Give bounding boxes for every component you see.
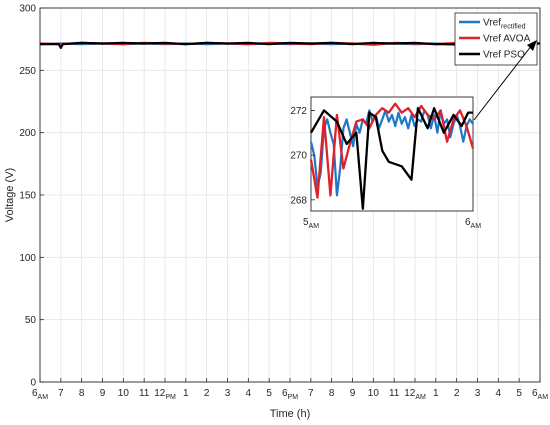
inset-series-line-2: [310, 107, 473, 210]
x-tick-label-main: 1: [433, 388, 439, 399]
inset-series-line-0: [309, 109, 474, 197]
x-tick-label: 7: [58, 388, 64, 399]
inset-x-tick-label: 6AM: [465, 217, 481, 230]
x-tick-label: 7: [308, 388, 314, 399]
zoom-arrow-line: [473, 44, 533, 121]
x-tick-label: 9: [100, 388, 106, 399]
x-tick-label-main: 5: [266, 388, 272, 399]
x-tick-label: 9: [350, 388, 356, 399]
x-tick-label-sub: PM: [165, 394, 176, 401]
x-tick-label: 1: [433, 388, 439, 399]
x-tick-label-main: 10: [368, 388, 380, 399]
x-tick-label: 2: [204, 388, 210, 399]
x-tick-label-main: 12: [404, 388, 416, 399]
x-tick-label-main: 1: [183, 388, 189, 399]
x-tick-label-main: 6: [532, 388, 538, 399]
y-tick-label: 200: [19, 128, 36, 139]
legend-label-sub: rectified: [501, 24, 526, 31]
x-tick-label: 8: [79, 388, 85, 399]
inset-x-tick-label-sub: AM: [309, 223, 320, 230]
x-tick-label: 3: [475, 388, 481, 399]
x-tick-label-main: 9: [350, 388, 356, 399]
x-tick-label: 6AM: [32, 388, 48, 401]
y-axis-label: Voltage (V): [4, 168, 16, 222]
legend-items: Vrefrectified Vref AVOA Vref PSO: [459, 18, 531, 61]
y-tick-label: 0: [30, 378, 36, 389]
x-tick-label: 3: [225, 388, 231, 399]
x-tick-label-sub: AM: [538, 394, 549, 401]
legend-label-main: Vref PSO: [483, 50, 525, 61]
x-tick-label: 4: [246, 388, 252, 399]
x-tick-label-main: 5: [516, 388, 522, 399]
x-tick-label-main: 4: [496, 388, 502, 399]
x-tick-label-main: 4: [246, 388, 252, 399]
x-tick-label-main: 6: [282, 388, 288, 399]
legend: Vrefrectified Vref AVOA Vref PSO: [454, 12, 538, 66]
main-x-ticks: 6AM 7 8 9 10 11 12PM 1 2 3 4 5 6PM 7 8 9 10 11 12AM 1 2 3 4 5 6A…: [32, 378, 548, 401]
x-tick-label-main: 2: [454, 388, 460, 399]
y-tick-label: 50: [25, 315, 37, 326]
x-tick-label: 11: [139, 388, 150, 399]
x-tick-label: 8: [329, 388, 335, 399]
inset-y-tick-label: 270: [290, 151, 307, 162]
legend-label-main: Vref: [483, 18, 501, 29]
x-tick-label: 4: [496, 388, 502, 399]
x-tick-label-main: 7: [58, 388, 64, 399]
x-tick-label: 12PM: [154, 388, 176, 401]
x-tick-label-main: 2: [204, 388, 210, 399]
y-tick-label: 150: [19, 191, 36, 202]
x-tick-label-main: 12: [154, 388, 166, 399]
x-tick-label-main: 11: [389, 388, 400, 399]
x-tick-label: 5: [266, 388, 272, 399]
x-tick-label-main: 10: [118, 388, 130, 399]
legend-label: Vrefrectified: [483, 18, 526, 31]
x-tick-label-main: 6: [32, 388, 38, 399]
x-tick-label-sub: AM: [38, 394, 49, 401]
x-tick-label-sub: PM: [288, 394, 299, 401]
y-tick-label: 250: [19, 66, 36, 77]
x-tick-label-main: 8: [79, 388, 85, 399]
legend-label: Vref PSO: [483, 50, 525, 61]
x-tick-label-main: 3: [225, 388, 231, 399]
legend-label: Vref AVOA: [483, 34, 531, 45]
inset-series-group: [309, 102, 475, 210]
inset-x-tick-label-sub: AM: [471, 223, 482, 230]
inset-y-tick-label: 268: [290, 195, 307, 206]
main-y-ticks: 0 50 100 150 200 250 300: [19, 4, 44, 389]
x-tick-label-main: 7: [308, 388, 314, 399]
x-tick-label: 6AM: [532, 388, 548, 401]
x-tick-label: 10: [368, 388, 380, 399]
x-tick-label: 10: [118, 388, 130, 399]
x-tick-label-sub: AM: [415, 394, 426, 401]
x-tick-label: 6PM: [282, 388, 298, 401]
x-tick-label: 11: [389, 388, 400, 399]
y-tick-label: 300: [19, 4, 36, 15]
legend-label-main: Vref AVOA: [483, 34, 531, 45]
x-tick-label: 12AM: [404, 388, 426, 401]
inset-x-tick-label: 5AM: [303, 217, 319, 230]
zoom-arrow: [473, 40, 537, 121]
x-tick-label: 5: [516, 388, 522, 399]
y-tick-label: 100: [19, 253, 36, 264]
x-tick-label-main: 9: [100, 388, 106, 399]
zoom-arrow-head: [527, 40, 537, 51]
inset-y-tick-label: 272: [290, 106, 307, 117]
x-axis-label: Time (h): [270, 408, 311, 420]
x-tick-label: 2: [454, 388, 460, 399]
inset-x-tick-label-main: 5: [303, 217, 309, 228]
x-tick-label-main: 11: [139, 388, 150, 399]
inset-x-tick-label-main: 6: [465, 217, 471, 228]
x-tick-label-main: 8: [329, 388, 335, 399]
x-tick-label-main: 3: [475, 388, 481, 399]
x-tick-label: 1: [183, 388, 189, 399]
